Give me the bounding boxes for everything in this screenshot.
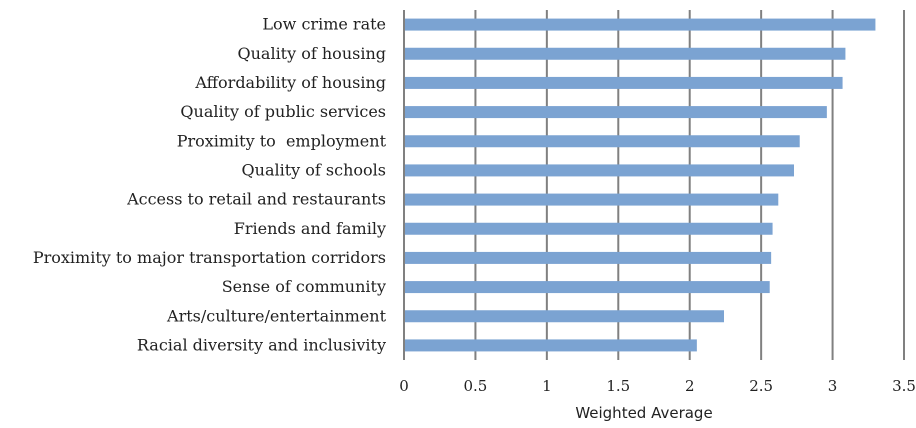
bar [404, 310, 724, 323]
category-label: Access to retail and restaurants [126, 190, 386, 209]
category-label: Affordability of housing [194, 73, 386, 92]
bar [404, 47, 846, 60]
x-tick-label: 1.5 [606, 377, 630, 395]
category-label: Friends and family [234, 219, 386, 238]
x-axis-title: Weighted Average [575, 404, 712, 422]
x-tick-label: 3 [828, 377, 838, 395]
category-label: Proximity to employment [177, 131, 387, 150]
bar [404, 339, 697, 352]
x-tick-label: 1 [542, 377, 552, 395]
bar [404, 281, 770, 294]
category-label: Racial diversity and inclusivity [137, 335, 386, 354]
bars [404, 18, 876, 352]
bar [404, 251, 772, 264]
x-tick-labels: 0 0.5 1 1.5 2 2.5 3 3.5 [399, 377, 916, 395]
bar [404, 76, 843, 89]
category-label: Quality of housing [237, 44, 386, 63]
bar [404, 106, 827, 119]
category-labels: Low crime rate Quality of housing Affordab… [33, 15, 387, 355]
bar [404, 222, 773, 235]
category-label: Quality of public services [180, 102, 386, 121]
category-label: Low crime rate [262, 15, 386, 34]
gridlines [474, 10, 905, 360]
bar [404, 135, 800, 148]
category-label: Arts/culture/entertainment [166, 306, 387, 325]
x-tick-label: 0.5 [463, 377, 487, 395]
category-label: Sense of community [222, 277, 386, 296]
category-label: Proximity to major transportation corrid… [33, 248, 386, 267]
x-tick-label: 0 [399, 377, 409, 395]
x-tick-label: 3.5 [892, 377, 916, 395]
category-label: Quality of schools [242, 160, 386, 179]
x-tick-label: 2.5 [749, 377, 773, 395]
bar [404, 18, 876, 31]
x-tick-label: 2 [685, 377, 695, 395]
bar [404, 193, 779, 206]
bar [404, 164, 794, 177]
